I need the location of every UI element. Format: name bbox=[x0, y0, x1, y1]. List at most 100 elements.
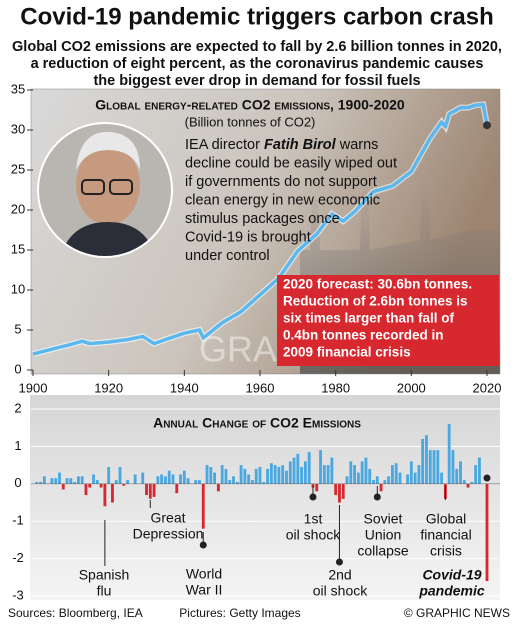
bar bbox=[179, 474, 182, 484]
quote-text: stimulus packages once bbox=[185, 211, 340, 227]
bar bbox=[54, 478, 58, 484]
bar bbox=[353, 465, 357, 484]
bar bbox=[103, 483, 107, 507]
x-tick-label: 1980 bbox=[321, 380, 350, 395]
x-tick-label: 1960 bbox=[246, 380, 275, 395]
callout-text: 2009 financial crisis bbox=[283, 345, 411, 360]
bar bbox=[459, 461, 462, 484]
annotation-label: War II bbox=[186, 582, 223, 598]
bar bbox=[485, 483, 489, 582]
emissions-line bbox=[32, 102, 489, 356]
bar bbox=[390, 465, 394, 484]
bar bbox=[145, 483, 148, 496]
y-tick-label: 30 bbox=[11, 121, 25, 136]
bar bbox=[478, 457, 481, 484]
bar bbox=[182, 470, 186, 484]
bar bbox=[92, 474, 95, 484]
bar bbox=[364, 457, 368, 484]
bar bbox=[330, 457, 334, 484]
subtitle: the biggest ever drop in demand for foss… bbox=[93, 73, 420, 89]
y-tick-label: 15 bbox=[11, 241, 25, 256]
bar bbox=[436, 450, 440, 484]
bar bbox=[163, 476, 167, 484]
annotation-label: Soviet bbox=[364, 511, 403, 527]
bar bbox=[69, 478, 73, 484]
bar bbox=[114, 480, 118, 484]
bar bbox=[224, 468, 228, 484]
callout-text: 2020 forecast: 30.6bn tonnes. bbox=[283, 277, 472, 292]
y-tick-label: 25 bbox=[11, 161, 25, 176]
bar bbox=[251, 480, 254, 484]
bar bbox=[201, 483, 205, 529]
bar bbox=[315, 483, 319, 492]
y-tick-label: -2 bbox=[12, 550, 24, 565]
annotation-dot bbox=[199, 541, 207, 549]
bar bbox=[462, 480, 466, 484]
bar bbox=[126, 480, 130, 484]
panel-background bbox=[30, 395, 500, 600]
quote-text: clean energy in new economic bbox=[185, 192, 380, 208]
bar bbox=[307, 452, 311, 484]
x-tick-label: 1920 bbox=[94, 380, 123, 395]
bar bbox=[84, 483, 88, 496]
y-tick-label: 35 bbox=[11, 81, 25, 96]
annotation-label: 1st bbox=[304, 511, 323, 527]
bar bbox=[107, 466, 111, 484]
bar bbox=[194, 480, 198, 484]
x-tick-label: 2020 bbox=[473, 380, 502, 395]
bar bbox=[61, 483, 65, 490]
y-tick-label: -3 bbox=[12, 587, 24, 602]
bar bbox=[288, 461, 292, 484]
bar bbox=[35, 481, 39, 484]
bar bbox=[171, 474, 175, 484]
bar bbox=[372, 480, 375, 484]
quote-text: decline could be easily wiped out bbox=[185, 155, 397, 171]
bar bbox=[383, 480, 387, 484]
bar bbox=[133, 474, 137, 484]
bar bbox=[42, 476, 46, 484]
bar bbox=[474, 465, 478, 484]
bar bbox=[209, 466, 213, 484]
bar bbox=[243, 468, 247, 484]
callout-text: six times larger than fall of bbox=[283, 311, 455, 326]
bar bbox=[277, 466, 281, 484]
annotation-label: crisis bbox=[430, 543, 462, 559]
bar bbox=[425, 435, 428, 484]
bar bbox=[213, 472, 217, 484]
chart-subtitle: (Billion tonnes of CO2) bbox=[185, 114, 316, 129]
quote-line: if governments do not support bbox=[185, 174, 377, 190]
quote-line: IEA director Fatih Birol warns bbox=[185, 137, 378, 153]
annotation-label: oil shock bbox=[286, 527, 341, 543]
bar bbox=[334, 483, 338, 496]
bar bbox=[421, 438, 425, 484]
bar bbox=[148, 483, 152, 499]
x-tick-label: 1900 bbox=[19, 380, 48, 395]
annotation-label: Covid-19 bbox=[422, 567, 481, 583]
annotation-label: financial bbox=[420, 527, 471, 543]
bar bbox=[375, 476, 379, 484]
bar bbox=[311, 483, 315, 488]
bar bbox=[186, 478, 190, 484]
bar bbox=[239, 465, 243, 484]
bar bbox=[409, 461, 413, 484]
bar bbox=[451, 450, 455, 484]
bar bbox=[118, 466, 122, 484]
bar bbox=[247, 474, 251, 484]
bar bbox=[269, 463, 273, 484]
y-tick-label: -1 bbox=[12, 513, 24, 528]
bar bbox=[39, 481, 42, 484]
bar bbox=[175, 483, 179, 494]
bar bbox=[205, 465, 209, 484]
bar bbox=[432, 450, 436, 484]
bar bbox=[368, 468, 372, 484]
quote-text: warns bbox=[336, 137, 379, 153]
chart-title: Annual Change of CO2 Emissions bbox=[153, 415, 361, 431]
quote-text: Covid-19 is brought bbox=[185, 229, 311, 245]
bar bbox=[76, 476, 80, 484]
bar bbox=[413, 472, 417, 484]
bar bbox=[345, 476, 349, 484]
annotation-label: oil shock bbox=[313, 583, 368, 599]
callout-text: 0.4bn tonnes recorded in bbox=[283, 328, 444, 343]
annotation-dot bbox=[335, 558, 343, 566]
bar bbox=[254, 468, 258, 484]
